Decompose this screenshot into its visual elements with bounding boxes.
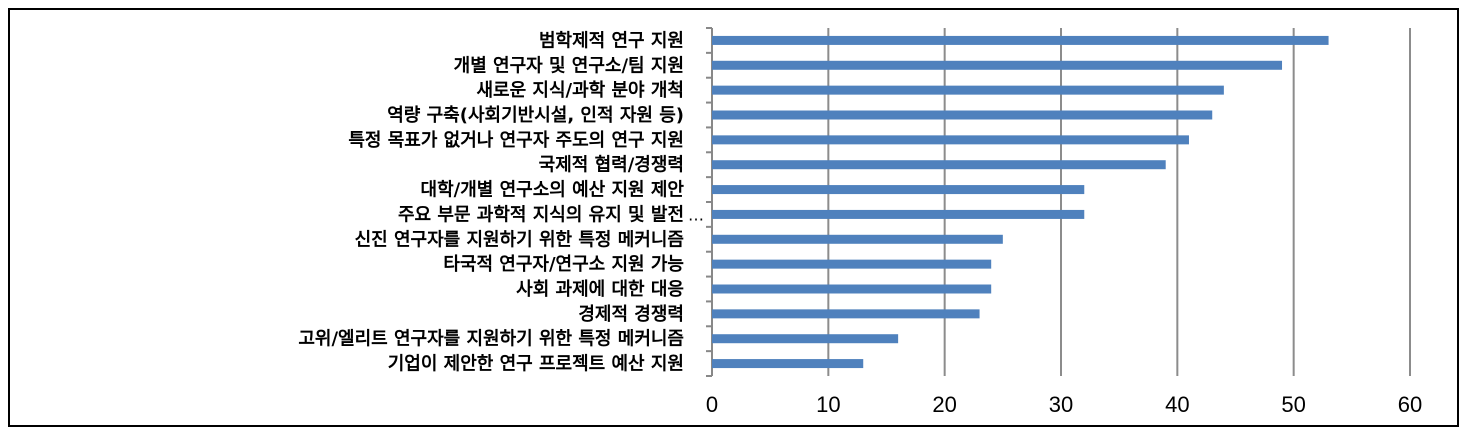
bar [712, 234, 1003, 244]
bar [712, 185, 1085, 195]
truncation-note: … [688, 205, 704, 224]
bar [712, 209, 1085, 219]
x-tick-label: 10 [816, 392, 840, 417]
x-tick-label: 60 [1398, 392, 1422, 417]
bar [712, 334, 899, 344]
bar [712, 309, 980, 319]
category-label: 국제적 협력/경쟁력 [539, 154, 684, 176]
x-tick-label: 30 [1049, 392, 1073, 417]
x-tick-label: 50 [1281, 392, 1305, 417]
x-tick-label: 0 [706, 392, 718, 417]
category-label: 역량 구축(사회기반시설, 인적 자원 등) [387, 105, 684, 126]
bar [712, 135, 1189, 145]
category-label: 새로운 지식/과학 분야 개척 [476, 79, 684, 101]
category-label: 고위/엘리트 연구자를 지원하기 위한 특정 메커니즘 [298, 329, 684, 350]
x-tick-labels: 0 10 20 30 40 50 60 [706, 392, 1422, 417]
bar [712, 35, 1329, 45]
x-tick-label: 20 [932, 392, 956, 417]
category-label: 범학제적 연구 지원 [539, 29, 684, 51]
x-tick-label: 40 [1165, 392, 1189, 417]
category-label: 특정 목표가 없거나 연구자 주도의 연구 지원 [348, 130, 684, 151]
bar [712, 160, 1166, 170]
category-label: 타국적 연구자/연구소 지원 가능 [443, 254, 684, 275]
category-label: 사회 과제에 대한 대응 [516, 279, 684, 300]
bars [712, 35, 1329, 369]
category-label: 경제적 경쟁력 [578, 304, 684, 325]
category-label: 대학/개별 연구소의 예산 지원 제안 [421, 179, 685, 201]
bar [712, 85, 1224, 95]
bar [712, 359, 864, 369]
bar [712, 110, 1213, 120]
gridlines [706, 27, 1411, 377]
bar [712, 259, 992, 269]
category-label: 주요 부문 과학적 지식의 유지 및 발전 [398, 203, 684, 225]
category-label: 개별 연구자 및 연구소/팀 지원 [454, 55, 684, 76]
bar [712, 284, 992, 294]
category-label: 기업이 제안한 연구 프로젝트 예산 지원 [388, 354, 684, 375]
category-label: 신진 연구자를 지원하기 위한 특정 메커니즘 [355, 229, 684, 250]
bar [712, 60, 1283, 70]
